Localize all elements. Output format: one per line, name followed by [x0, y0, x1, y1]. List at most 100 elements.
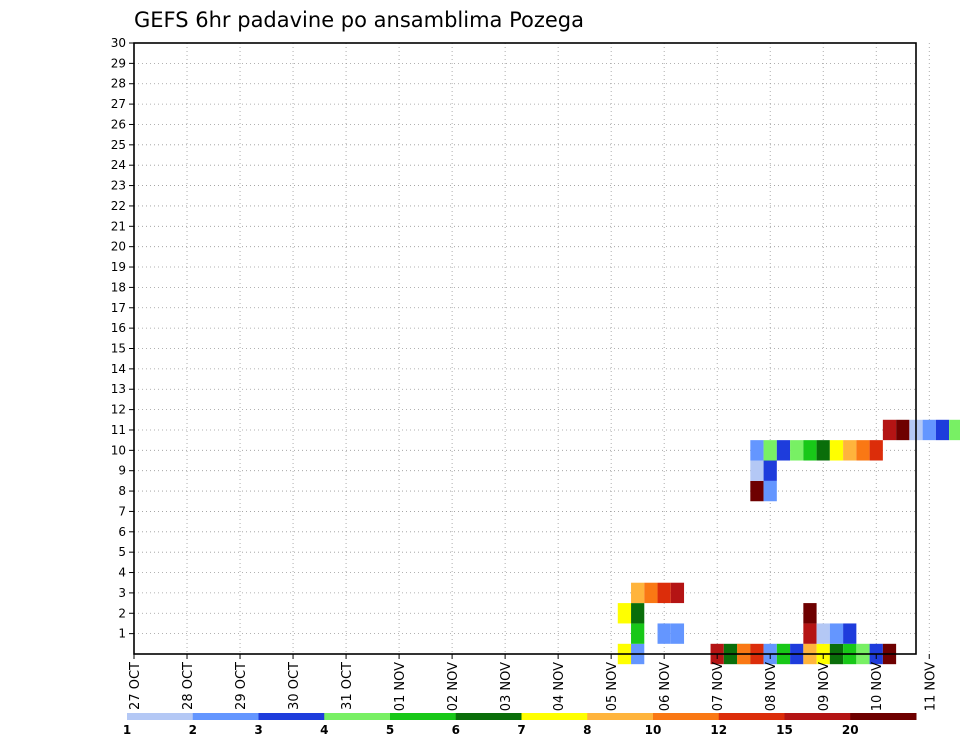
colorbar-label: 3	[254, 723, 262, 737]
precip-cell	[816, 440, 830, 461]
precip-cell	[750, 460, 764, 481]
precip-cell	[776, 440, 791, 461]
colorbar-label: 12	[710, 723, 727, 737]
grid-lines	[133, 42, 930, 654]
x-tick-label: 01 NOV	[393, 662, 408, 711]
x-tick-label: 04 NOV	[552, 662, 567, 711]
colorbar-label: 2	[189, 723, 197, 737]
precip-cell	[896, 419, 910, 441]
colorbar-swatch	[192, 713, 259, 720]
precip-cell	[829, 440, 844, 461]
x-tick-label: 30 OCT	[287, 662, 302, 710]
x-tick-label: 03 NOV	[499, 662, 514, 711]
precip-cell	[803, 603, 817, 624]
precip-cell	[631, 603, 645, 624]
y-tick-label: 18	[111, 280, 126, 294]
y-tick-label: 23	[111, 179, 126, 193]
colorbar-swatch	[324, 713, 391, 720]
y-tick-label: 14	[111, 362, 126, 376]
precip-cell	[882, 419, 897, 441]
y-tick-label: 12	[111, 403, 126, 417]
y-tick-label: 8	[118, 484, 126, 498]
precip-cell	[949, 419, 960, 441]
precip-cell	[869, 440, 883, 461]
y-tick-label: 28	[111, 77, 126, 91]
y-tick-label: 27	[111, 97, 126, 111]
colorbar: 1 2 3 4 5 6 7 8 10 12 15 20	[123, 713, 917, 737]
colorbar-swatch	[390, 713, 457, 720]
precip-cell	[856, 440, 870, 461]
precip-cell	[843, 623, 857, 644]
colorbar-swatch	[718, 713, 785, 720]
precip-cell	[790, 440, 804, 461]
y-axis-ticks: 1234567891011121314151617181920212223242…	[111, 36, 134, 641]
y-tick-label: 25	[111, 138, 126, 152]
y-tick-label: 20	[111, 240, 126, 254]
colorbar-swatch	[850, 713, 917, 720]
precip-cell	[803, 623, 817, 644]
colorbar-swatch	[784, 713, 851, 720]
x-tick-label: 29 OCT	[234, 662, 249, 710]
colorbar-label: 7	[517, 723, 525, 737]
y-tick-label: 13	[111, 382, 126, 396]
y-tick-label: 22	[111, 199, 126, 213]
y-tick-label: 9	[118, 464, 126, 478]
y-tick-label: 4	[118, 566, 126, 580]
y-tick-label: 10	[111, 443, 126, 457]
precip-cell	[829, 623, 844, 644]
colorbar-swatch	[127, 713, 194, 720]
x-tick-label: 06 NOV	[658, 662, 673, 711]
precip-cell	[657, 623, 671, 644]
colorbar-swatch	[521, 713, 588, 720]
colorbar-label: 5	[386, 723, 394, 737]
colorbar-label: 8	[583, 723, 591, 737]
precip-cell	[631, 623, 645, 644]
y-tick-label: 24	[111, 158, 126, 172]
x-tick-label: 09 NOV	[817, 662, 832, 711]
y-tick-label: 30	[111, 36, 126, 50]
x-tick-label: 10 NOV	[870, 662, 885, 711]
colorbar-label: 1	[123, 723, 131, 737]
x-tick-label: 07 NOV	[711, 662, 726, 711]
precip-cell	[763, 440, 777, 461]
colorbar-label: 6	[452, 723, 460, 737]
colorbar-swatch	[587, 713, 654, 720]
x-tick-label: 02 NOV	[446, 662, 461, 711]
colorbar-swatch	[653, 713, 720, 720]
x-tick-label: 31 OCT	[340, 662, 355, 710]
x-tick-label: 28 OCT	[181, 662, 196, 710]
x-tick-label: 08 NOV	[764, 662, 779, 711]
precip-cell	[816, 623, 830, 644]
colorbar-label: 20	[842, 723, 859, 737]
precip-cell	[750, 440, 764, 461]
colorbar-label: 15	[776, 723, 793, 737]
x-axis-ticks: 27 OCT 28 OCT 29 OCT 30 OCT 31 OCT 01 NOV 02 N…	[128, 654, 938, 711]
x-tick-label: 05 NOV	[605, 662, 620, 711]
y-tick-label: 5	[118, 545, 126, 559]
y-tick-label: 21	[111, 219, 126, 233]
y-tick-label: 11	[111, 423, 126, 437]
chart-title: GEFS 6hr padavine po ansamblima Pozega	[134, 8, 584, 32]
precip-cell	[631, 582, 645, 604]
precip-cell	[670, 623, 685, 644]
x-tick-label: 27 OCT	[128, 662, 143, 710]
precip-cells	[617, 419, 960, 665]
precip-cell	[657, 582, 671, 604]
colorbar-swatch	[455, 713, 522, 720]
y-tick-label: 7	[118, 504, 126, 518]
precip-cell	[763, 480, 777, 502]
precip-cell	[803, 440, 817, 461]
y-tick-label: 19	[111, 260, 126, 274]
y-tick-label: 16	[111, 321, 126, 335]
precip-cell	[922, 419, 936, 441]
y-tick-label: 26	[111, 117, 126, 131]
y-tick-label: 17	[111, 301, 126, 315]
y-tick-label: 1	[118, 627, 126, 641]
y-tick-label: 15	[111, 342, 126, 356]
y-tick-label: 6	[118, 525, 126, 539]
y-tick-label: 29	[111, 56, 126, 70]
precip-cell	[644, 582, 658, 604]
precip-cell	[843, 440, 857, 461]
precip-cell	[750, 480, 764, 502]
